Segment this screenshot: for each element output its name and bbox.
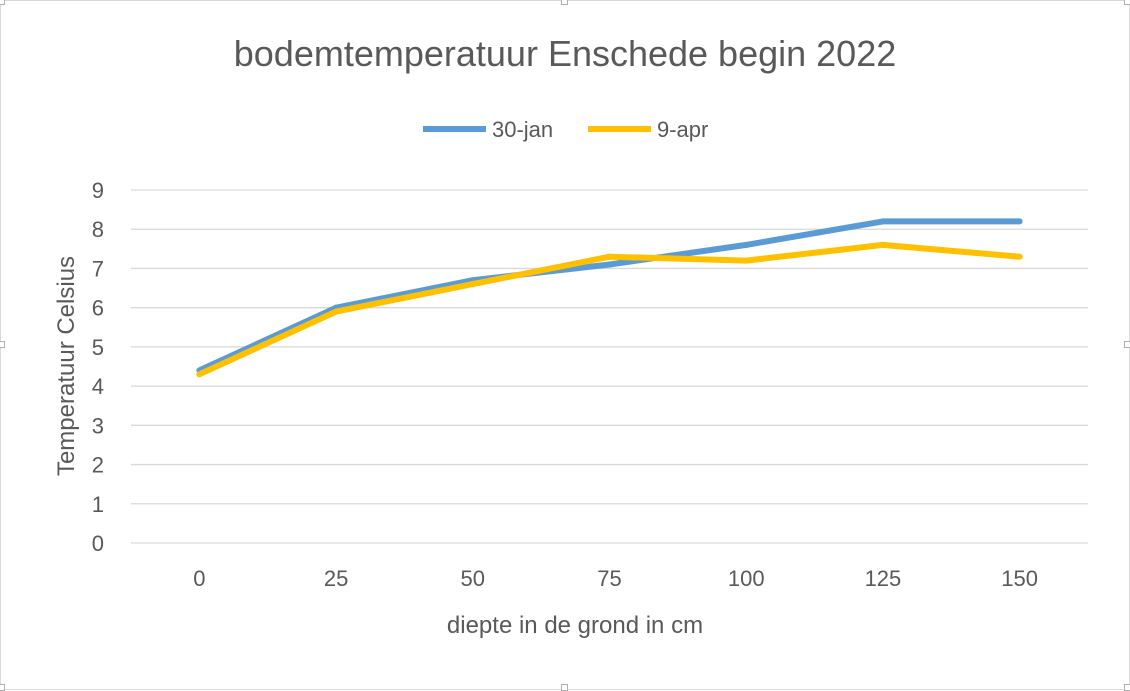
legend: 30-jan 9-apr xyxy=(423,117,708,142)
y-tick-label: 7 xyxy=(92,256,104,281)
x-axis-tick-labels: 0 25 50 75 100 125 150 xyxy=(193,566,1038,591)
x-tick-label: 75 xyxy=(597,566,621,591)
gridlines xyxy=(131,189,1088,544)
y-tick-label: 6 xyxy=(92,296,104,321)
y-tick-label: 9 xyxy=(92,178,104,203)
legend-label-9-apr: 9-apr xyxy=(657,117,708,142)
x-tick-label: 100 xyxy=(728,566,765,591)
x-tick-label: 25 xyxy=(324,566,348,591)
chart-title: bodemtemperatuur Enschede begin 2022 xyxy=(234,33,896,74)
data-point-30-jan xyxy=(743,241,750,248)
data-point-9-apr xyxy=(469,281,476,288)
data-point-9-apr xyxy=(743,257,750,264)
data-point-30-jan xyxy=(606,261,613,268)
resize-handle-right[interactable] xyxy=(1124,341,1130,348)
legend-label-30-jan: 30-jan xyxy=(492,117,553,142)
data-point-9-apr xyxy=(1016,253,1023,260)
series-lines xyxy=(196,218,1023,378)
x-tick-label: 125 xyxy=(865,566,902,591)
data-point-9-apr xyxy=(879,241,886,248)
x-tick-label: 0 xyxy=(193,566,205,591)
x-tick-label: 150 xyxy=(1001,566,1038,591)
resize-handle-top[interactable] xyxy=(561,0,568,5)
resize-handle-left[interactable] xyxy=(0,341,5,348)
data-point-30-jan xyxy=(879,218,886,225)
y-tick-label: 2 xyxy=(92,453,104,478)
resize-handle-top-right[interactable] xyxy=(1124,0,1130,5)
y-tick-label: 4 xyxy=(92,374,104,399)
y-tick-label: 1 xyxy=(92,492,104,517)
y-tick-label: 8 xyxy=(92,217,104,242)
data-point-9-apr xyxy=(196,371,203,378)
y-tick-label: 3 xyxy=(92,413,104,438)
y-tick-label: 0 xyxy=(92,531,104,556)
data-point-30-jan xyxy=(1016,218,1023,225)
resize-handle-top-left[interactable] xyxy=(0,0,5,5)
y-axis-tick-labels: 0 1 2 3 4 5 6 7 8 9 xyxy=(92,178,104,556)
y-tick-label: 5 xyxy=(92,335,104,360)
data-point-9-apr xyxy=(606,253,613,260)
x-tick-label: 50 xyxy=(461,566,485,591)
x-axis-title: diepte in de grond in cm xyxy=(447,612,703,639)
y-axis-title: Temperatuur Celsius xyxy=(53,256,80,476)
data-point-9-apr xyxy=(333,308,340,315)
